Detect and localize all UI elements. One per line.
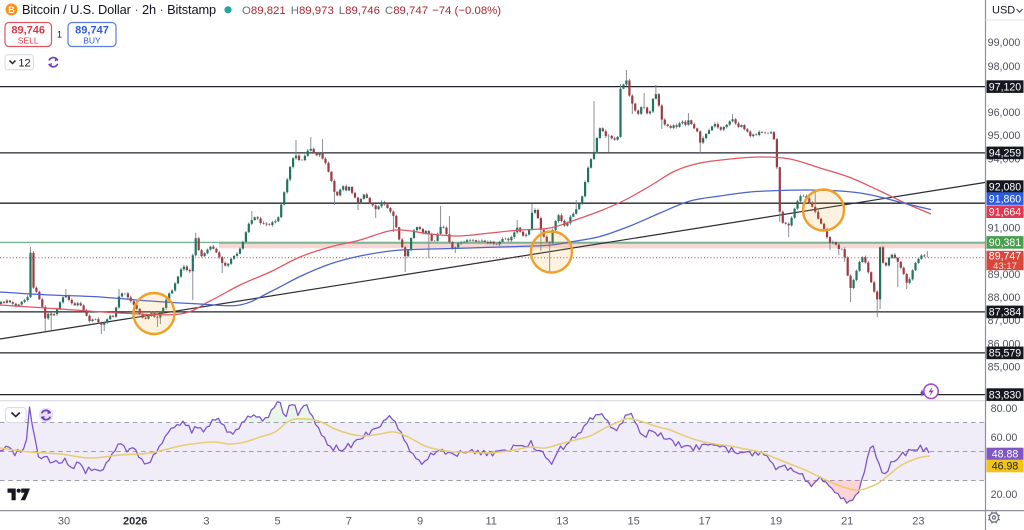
svg-text:9: 9 bbox=[417, 516, 423, 528]
svg-text:12: 12 bbox=[18, 58, 30, 70]
svg-text:17: 17 bbox=[699, 516, 711, 528]
svg-text:43:17: 43:17 bbox=[993, 261, 1017, 272]
svg-text:99,000: 99,000 bbox=[988, 37, 1021, 49]
svg-text:23: 23 bbox=[912, 516, 924, 528]
svg-text:60.00: 60.00 bbox=[991, 432, 1018, 444]
svg-text:85,579: 85,579 bbox=[989, 348, 1022, 360]
svg-text:7: 7 bbox=[346, 516, 352, 528]
svg-text:89,747: 89,747 bbox=[989, 250, 1022, 262]
svg-text:Bitcoin / U.S. Dollar · 2h · B: Bitcoin / U.S. Dollar · 2h · Bitstamp bbox=[22, 2, 216, 17]
svg-text:97,120: 97,120 bbox=[989, 81, 1022, 93]
svg-text:91,664: 91,664 bbox=[989, 206, 1022, 218]
svg-text:98,000: 98,000 bbox=[988, 61, 1021, 73]
svg-text:80.00: 80.00 bbox=[991, 403, 1018, 415]
svg-text:87,384: 87,384 bbox=[989, 307, 1022, 319]
svg-text:5: 5 bbox=[275, 516, 281, 528]
svg-text:1: 1 bbox=[57, 30, 62, 40]
svg-text:85,000: 85,000 bbox=[988, 361, 1021, 373]
svg-text:89,747: 89,747 bbox=[75, 25, 109, 37]
svg-text:89,746: 89,746 bbox=[11, 25, 45, 37]
svg-text:46.98: 46.98 bbox=[992, 461, 1019, 473]
svg-text:30: 30 bbox=[58, 516, 70, 528]
svg-text:83,830: 83,830 bbox=[989, 389, 1022, 401]
svg-text:96,000: 96,000 bbox=[988, 107, 1021, 119]
svg-text:3: 3 bbox=[203, 516, 209, 528]
svg-text:11: 11 bbox=[485, 516, 496, 528]
svg-text:91,860: 91,860 bbox=[989, 193, 1022, 205]
svg-text:94,259: 94,259 bbox=[989, 148, 1022, 160]
svg-text:20.00: 20.00 bbox=[991, 489, 1018, 501]
svg-text:B: B bbox=[8, 5, 15, 15]
svg-text:13: 13 bbox=[556, 516, 568, 528]
svg-text:88,000: 88,000 bbox=[988, 292, 1021, 304]
svg-text:90,381: 90,381 bbox=[989, 237, 1022, 249]
svg-text:15: 15 bbox=[627, 516, 639, 528]
svg-text:21: 21 bbox=[841, 516, 853, 528]
svg-text:BUY: BUY bbox=[83, 36, 101, 46]
svg-text:SELL: SELL bbox=[18, 36, 39, 46]
svg-text:92,080: 92,080 bbox=[989, 181, 1022, 193]
svg-text:USD: USD bbox=[992, 5, 1015, 17]
svg-text:2026: 2026 bbox=[123, 516, 147, 528]
svg-text:95,000: 95,000 bbox=[988, 130, 1021, 142]
svg-text:89,000: 89,000 bbox=[988, 269, 1021, 281]
svg-text:19: 19 bbox=[770, 516, 782, 528]
svg-text:48.88: 48.88 bbox=[992, 449, 1019, 461]
svg-text:91,000: 91,000 bbox=[988, 223, 1021, 235]
